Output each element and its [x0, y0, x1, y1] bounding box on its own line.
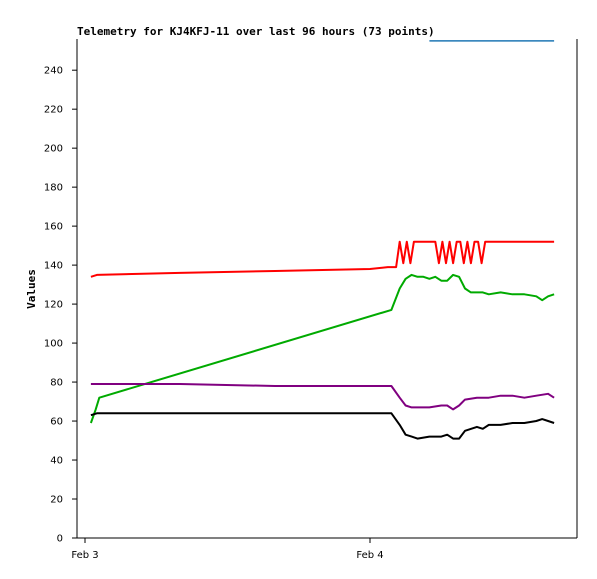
y-axis-label: Values [25, 269, 38, 309]
series-line-1 [90, 240, 555, 278]
y-tick-label: 140 [44, 261, 63, 272]
series-line-3 [90, 383, 555, 411]
series-line-2 [89, 273, 555, 424]
y-tick-label: 100 [44, 339, 63, 350]
y-tick-label: 80 [50, 378, 63, 389]
y-tick-label: 20 [50, 495, 63, 506]
x-tick-label: Feb 3 [71, 550, 98, 561]
y-tick-label: 220 [44, 105, 63, 116]
y-tick-label: 60 [50, 417, 63, 428]
series-line-4 [90, 412, 555, 440]
x-ticks: Feb 3 Feb 4 [71, 538, 384, 561]
y-tick-label: 0 [57, 534, 63, 545]
x-tick-label: Feb 4 [356, 550, 383, 561]
y-tick-label: 160 [44, 222, 63, 233]
y-tick-label: 180 [44, 183, 63, 194]
y-tick-label: 120 [44, 300, 63, 311]
y-ticks: 0 20 40 60 80 100 120 140 160 180 200 220 240 [44, 66, 77, 545]
y-tick-label: 200 [44, 144, 63, 155]
y-tick-label: 240 [44, 66, 63, 77]
chart-title: Telemetry for KJ4KFJ-11 over last 96 hou… [77, 25, 435, 38]
plot-area [76, 39, 578, 539]
series-layer [89, 40, 555, 440]
y-tick-label: 40 [50, 456, 63, 467]
